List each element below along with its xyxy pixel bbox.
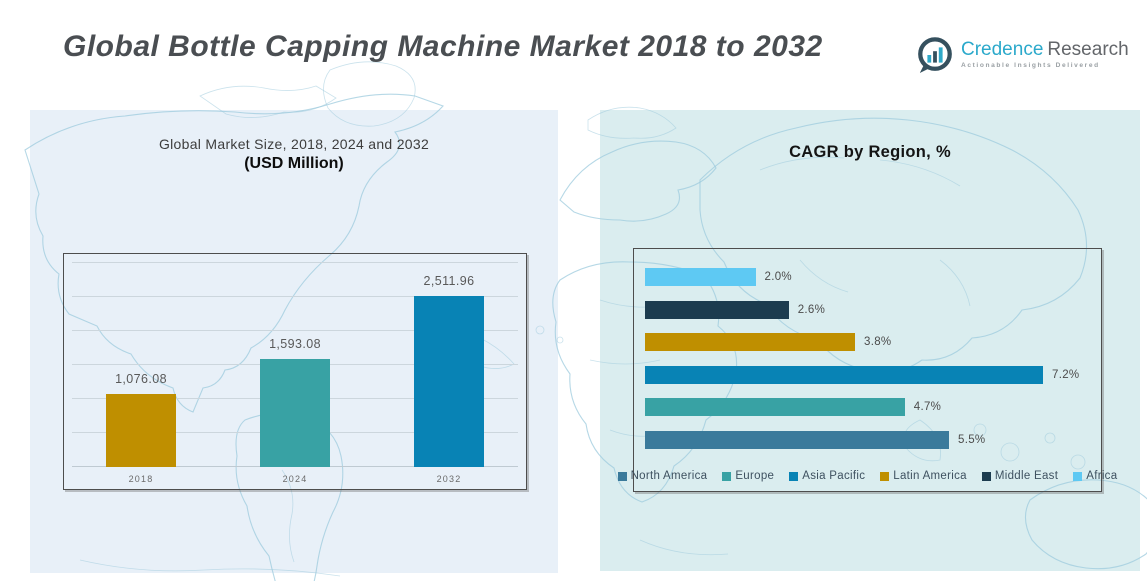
bar-value-label: 1,076.08 xyxy=(115,371,167,386)
cagr-row-asia-pacific: 7.2% xyxy=(645,365,1080,384)
brand-name-secondary: Research xyxy=(1047,39,1129,60)
legend-swatch xyxy=(880,471,890,481)
x-axis-tick-label: 2018 xyxy=(128,474,154,484)
cagr-value-label: 5.5% xyxy=(958,434,986,446)
bar-2032 xyxy=(414,296,484,467)
legend-swatch xyxy=(1073,471,1083,481)
page-title: Global Bottle Capping Machine Market 201… xyxy=(63,30,823,63)
bar-value-label: 1,593.08 xyxy=(269,336,321,351)
bar-group-2024: 1,593.08 2024 xyxy=(260,337,330,489)
legend-item-north-america: North America xyxy=(617,470,708,482)
market-size-chart-header: Global Market Size, 2018, 2024 and 2032 … xyxy=(30,136,558,173)
brand-tagline: Actionable Insights Delivered xyxy=(961,62,1100,69)
legend-swatch xyxy=(981,471,991,481)
cagr-value-label: 7.2% xyxy=(1052,368,1080,381)
cagr-value-label: 3.8% xyxy=(864,336,892,349)
cagr-row-north-america: 5.5% xyxy=(645,431,985,449)
cagr-row-europe: 4.7% xyxy=(645,398,942,417)
cagr-value-label: 4.7% xyxy=(913,401,942,414)
credence-research-logo-icon xyxy=(918,37,952,74)
legend-label: Europe xyxy=(735,470,775,482)
cagr-value-label: 2.6% xyxy=(797,303,826,316)
market-size-chart-subtitle: (USD Million) xyxy=(244,155,344,172)
market-size-plot: 1,076.08 2018 1,593.08 2024 2,511.96 2032 xyxy=(64,254,526,489)
cagr-bar-europe xyxy=(645,398,905,417)
cagr-row-africa: 2.0% xyxy=(645,268,792,286)
legend-swatch xyxy=(722,471,732,481)
legend-item-middle-east: Middle East xyxy=(981,470,1059,482)
bar-2018 xyxy=(106,393,176,467)
x-axis-tick-label: 2032 xyxy=(436,474,462,484)
cagr-bar-asia-pacific xyxy=(645,365,1043,384)
legend-item-asia-pacific: Asia Pacific xyxy=(789,470,865,482)
legend-swatch xyxy=(789,471,799,481)
market-size-chart: 1,076.08 2018 1,593.08 2024 2,511.96 2032 xyxy=(63,253,527,490)
legend-label: Middle East xyxy=(994,470,1059,482)
cagr-row-latin-america: 3.8% xyxy=(645,333,892,352)
bar-value-label: 2,511.96 xyxy=(423,274,475,289)
legend-label: North America xyxy=(630,470,708,482)
x-axis-tick-label: 2024 xyxy=(282,474,308,484)
cagr-bar-africa xyxy=(645,268,756,286)
cagr-chart-header: CAGR by Region, % xyxy=(600,143,1140,162)
legend-item-europe: Europe xyxy=(722,470,774,482)
brand-name-primary: Credence xyxy=(961,39,1044,60)
legend-swatch xyxy=(617,471,627,481)
cagr-bar-north-america xyxy=(645,431,950,449)
bar-2024 xyxy=(260,358,330,467)
legend-label: Africa xyxy=(1086,470,1118,482)
brand-name: Credence Research xyxy=(961,40,1129,60)
cagr-chart: 2.0% 2.6% 3.8% 7.2% 4.7% 5.5% North America Eu… xyxy=(617,248,1117,492)
legend-item-latin-america: Latin America xyxy=(880,470,967,482)
brand-text: Credence Research Actionable Insights Del… xyxy=(961,36,1129,70)
cagr-value-label: 2.0% xyxy=(764,271,792,283)
market-size-chart-title: Global Market Size, 2018, 2024 and 2032 xyxy=(158,136,430,152)
cagr-bar-latin-america xyxy=(645,333,856,352)
cagr-bar-middle-east xyxy=(645,300,789,319)
brand-logo: Credence Research Actionable Insights Del… xyxy=(916,36,1129,74)
bar-group-2018: 1,076.08 2018 xyxy=(106,372,176,489)
cagr-row-middle-east: 2.6% xyxy=(645,300,826,319)
legend-label: Latin America xyxy=(893,470,967,482)
cagr-chart-title: CAGR by Region, % xyxy=(789,143,951,161)
cagr-legend: North America Europe Asia Pacific Latin Ame… xyxy=(617,470,1117,482)
legend-item-africa: Africa xyxy=(1073,470,1117,482)
bar-group-2032: 2,511.96 2032 xyxy=(414,274,484,489)
legend-label: Asia Pacific xyxy=(802,470,866,482)
